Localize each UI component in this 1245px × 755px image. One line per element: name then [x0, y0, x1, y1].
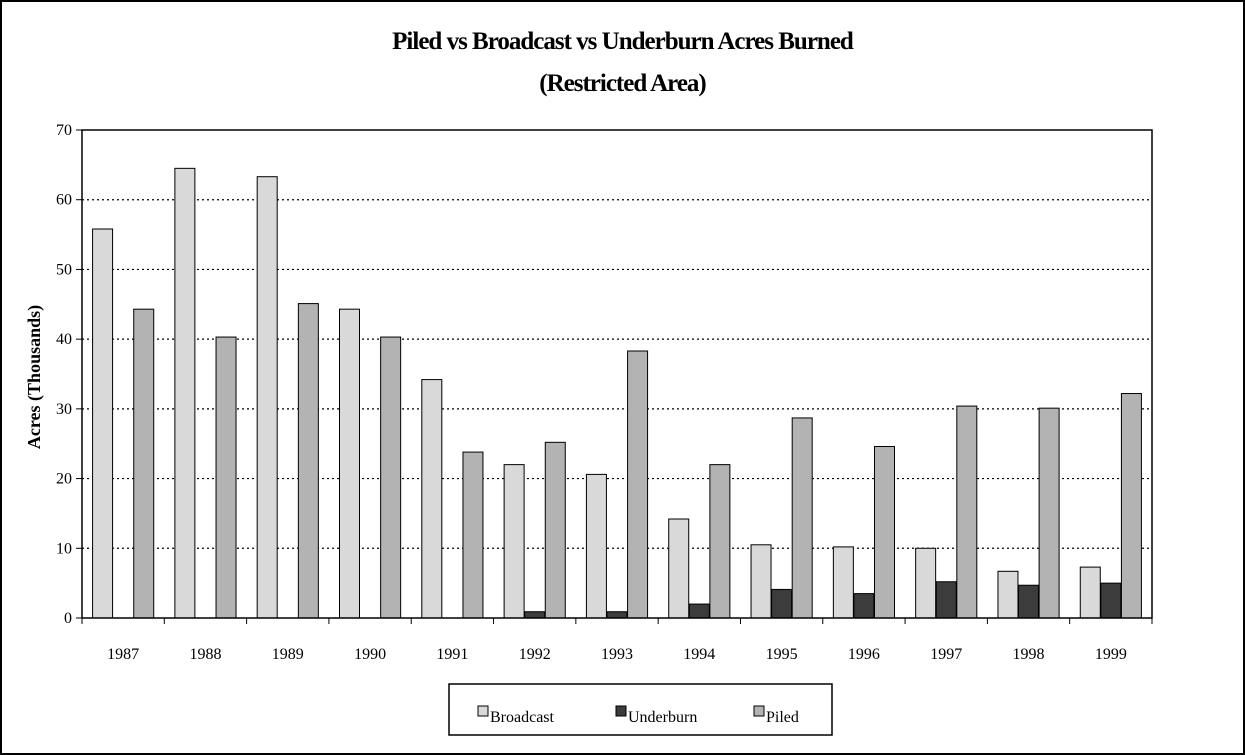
bar-piled-1999 [1120, 393, 1142, 619]
legend: Broadcast Underburn Piled [448, 683, 833, 736]
bars [92, 167, 1142, 619]
legend-swatch-underburn [615, 705, 627, 717]
x-tick-label: 1989 [272, 646, 304, 663]
bar-underburn-1993 [606, 611, 628, 619]
bar-piled-1995 [791, 417, 813, 619]
plot-area-border [81, 129, 1153, 619]
x-tick-label: 1990 [354, 646, 386, 663]
x-tick-label: 1997 [930, 646, 962, 663]
bar-underburn-1998 [1018, 584, 1040, 619]
bar-underburn-1994 [688, 603, 710, 619]
bar-broadcast-1992 [503, 464, 525, 619]
bar-piled-1993 [627, 350, 649, 619]
bar-piled-1997 [956, 405, 978, 619]
axes [76, 129, 1153, 624]
bar-broadcast-1998 [997, 570, 1019, 619]
y-tick-label: 50 [56, 261, 72, 278]
bar-piled-1987 [133, 308, 155, 619]
bar-piled-1991 [462, 451, 484, 619]
x-tick-label: 1993 [601, 646, 633, 663]
bar-underburn-1997 [935, 581, 957, 619]
bar-piled-1988 [215, 336, 237, 619]
bar-piled-1998 [1038, 407, 1060, 619]
legend-swatch-broadcast [477, 705, 489, 717]
bar-broadcast-1999 [1079, 566, 1101, 619]
x-tick-label: 1996 [848, 646, 880, 663]
y-tick-label: 40 [56, 331, 72, 348]
x-tick-label: 1991 [436, 646, 468, 663]
bar-piled-1989 [297, 303, 319, 619]
x-tick-labels: 1987 1988 1989 1990 1991 1992 1993 1994 1995 1996… [107, 646, 1127, 663]
y-tick-label: 10 [56, 540, 72, 557]
y-tick-label: 20 [56, 471, 72, 488]
x-tick-label: 1992 [519, 646, 551, 663]
bar-broadcast-1989 [256, 176, 278, 619]
bar-broadcast-1995 [750, 544, 772, 619]
bar-broadcast-1987 [92, 228, 114, 619]
x-tick-label: 1994 [683, 646, 715, 663]
bar-piled-1996 [874, 446, 895, 619]
y-tick-label: 70 [56, 122, 72, 139]
bar-underburn-1995 [771, 588, 793, 619]
x-tick-label: 1995 [766, 646, 798, 663]
bar-broadcast-1990 [339, 308, 360, 619]
bar-broadcast-1994 [668, 518, 690, 619]
bar-piled-1990 [380, 336, 402, 619]
x-tick-label: 1988 [189, 646, 221, 663]
legend-label-broadcast: Broadcast [490, 709, 555, 726]
x-tick-label: 1998 [1013, 646, 1045, 663]
y-tick-label: 0 [64, 610, 72, 627]
bar-piled-1994 [709, 464, 731, 619]
bar-underburn-1996 [853, 593, 875, 619]
bar-broadcast-1996 [832, 546, 854, 619]
bar-broadcast-1993 [585, 473, 607, 619]
chart-title: Piled vs Broadcast vs Underburn Acres Bu… [392, 28, 854, 55]
bar-broadcast-1988 [174, 167, 196, 619]
y-tick-label: 30 [56, 401, 72, 418]
y-tick-label: 60 [56, 192, 72, 209]
y-axis-label: Acres (Thousands) [24, 305, 45, 449]
bar-underburn-1992 [524, 611, 546, 619]
legend-swatch-piled [753, 705, 765, 717]
bar-broadcast-1991 [421, 379, 443, 619]
bar-piled-1992 [544, 441, 566, 619]
legend-label-piled: Piled [766, 709, 799, 726]
bar-broadcast-1997 [915, 547, 937, 619]
x-tick-label: 1999 [1095, 646, 1127, 663]
y-tick-labels: 0 10 20 30 40 50 60 70 [56, 122, 72, 627]
legend-label-underburn: Underburn [628, 709, 697, 726]
legend-box [448, 683, 833, 736]
bar-underburn-1999 [1100, 582, 1122, 619]
chart-subtitle: (Restricted Area) [539, 70, 706, 97]
gridlines [82, 199, 1152, 549]
x-tick-label: 1987 [107, 646, 139, 663]
